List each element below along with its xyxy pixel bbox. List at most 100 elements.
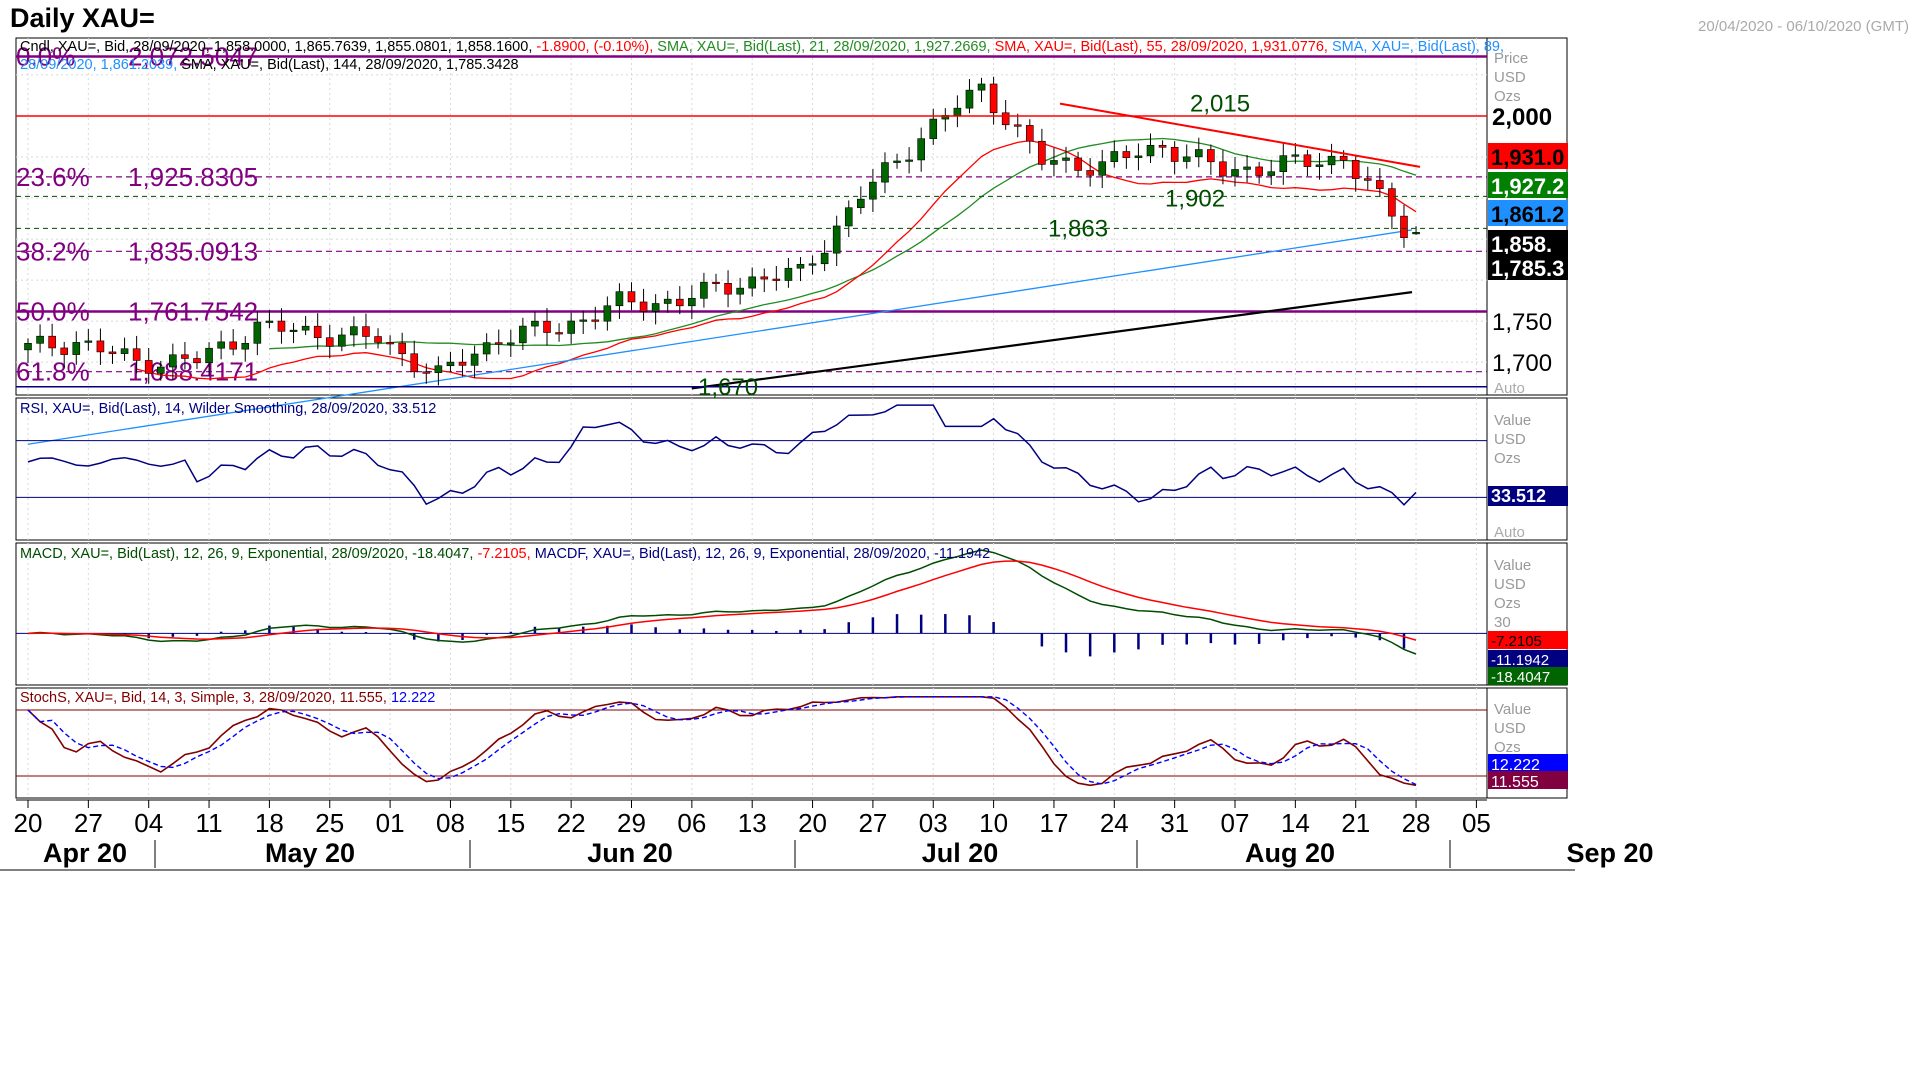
candle-body bbox=[1327, 155, 1336, 166]
legend-segment: 12.222 bbox=[391, 690, 435, 706]
candle-body bbox=[712, 281, 720, 284]
rsi-auto-label: Auto bbox=[1494, 524, 1525, 541]
candle-body bbox=[1339, 155, 1348, 161]
panel-frame bbox=[15, 397, 1568, 541]
legend-line: MACD, XAU=, Bid(Last), 12, 26, 9, Expone… bbox=[20, 546, 990, 562]
candle-body bbox=[1098, 161, 1107, 176]
candle-body bbox=[736, 287, 744, 295]
candle-body bbox=[627, 291, 636, 303]
fib-pct-label: 23.6% bbox=[16, 162, 90, 192]
sma144-line bbox=[691, 291, 1413, 390]
fib-price-label: 1,835.0913 bbox=[128, 236, 258, 266]
stoch-axis-header: Ozs bbox=[1494, 739, 1521, 756]
candle-body bbox=[1013, 124, 1022, 127]
rsi-badge bbox=[1488, 486, 1568, 506]
candle-body bbox=[844, 207, 853, 227]
x-tick-label: 25 bbox=[315, 808, 344, 838]
price-tick-label: 1,700 bbox=[1492, 350, 1552, 377]
candle-body bbox=[1110, 151, 1119, 162]
x-tick-label: 05 bbox=[1462, 808, 1491, 838]
candle-body bbox=[156, 366, 165, 374]
candle-body bbox=[277, 320, 286, 332]
candle-body bbox=[217, 341, 225, 349]
sma89-line bbox=[27, 229, 1413, 445]
price-badge-text: 1,931.0 bbox=[1491, 145, 1564, 170]
rsi-axis-header: Value bbox=[1494, 412, 1531, 429]
candle-body bbox=[338, 334, 346, 347]
candle-body bbox=[1001, 112, 1010, 126]
candle-body bbox=[205, 347, 213, 364]
stoch-badge-text: 11.555 bbox=[1491, 774, 1539, 791]
legend-segment: SMA, XAU=, Bid(Last), 144, 28/09/2020, 1… bbox=[181, 57, 518, 73]
rsi-axis-header: Ozs bbox=[1494, 450, 1521, 467]
candle-body bbox=[241, 343, 250, 350]
candle-body bbox=[494, 342, 503, 345]
candle-body bbox=[96, 340, 105, 353]
x-tick-label: 27 bbox=[74, 808, 103, 838]
candle-body bbox=[989, 83, 998, 114]
legend-segment: Cndl, XAU=, Bid, 28/09/2020, 1,858.0000,… bbox=[20, 39, 536, 55]
legend-line: Cndl, XAU=, Bid, 28/09/2020, 1,858.0000,… bbox=[20, 39, 1504, 55]
price-badge bbox=[1488, 230, 1568, 256]
candle-body bbox=[1363, 178, 1372, 181]
candle-body bbox=[1074, 157, 1082, 171]
x-tick-label: 31 bbox=[1160, 808, 1189, 838]
label-2015: 2,015 bbox=[1190, 91, 1250, 118]
x-tick-label: 15 bbox=[496, 808, 525, 838]
candle-body bbox=[1351, 160, 1360, 179]
price-axis-header: Ozs bbox=[1494, 88, 1521, 105]
candle-body bbox=[893, 160, 901, 163]
legend-segment: 28/09/2020, 1,861.2039, bbox=[20, 57, 181, 73]
x-tick-label: 29 bbox=[617, 808, 646, 838]
candle-body bbox=[48, 335, 56, 349]
candle-body bbox=[591, 319, 600, 322]
month-label: Jun 20 bbox=[587, 838, 673, 868]
candle-body bbox=[1182, 156, 1191, 162]
macd-axis-header: Value bbox=[1494, 557, 1531, 574]
price-badge bbox=[1488, 200, 1568, 226]
candle-body bbox=[1086, 170, 1094, 176]
legend-segment: SMA, XAU=, Bid(Last), 21, 28/09/2020, 1,… bbox=[657, 39, 994, 55]
candle-body bbox=[531, 320, 539, 327]
candle-body bbox=[36, 335, 44, 344]
candle-body bbox=[820, 252, 829, 265]
candle-body bbox=[651, 303, 660, 312]
candle-body bbox=[1279, 155, 1288, 172]
x-tick-label: 24 bbox=[1100, 808, 1129, 838]
candle-body bbox=[519, 325, 527, 344]
fib-price-label: 1,925.8305 bbox=[128, 162, 258, 192]
x-tick-label: 28 bbox=[1402, 808, 1431, 838]
candle-body bbox=[458, 361, 467, 366]
candle-body bbox=[350, 326, 358, 336]
candle-body bbox=[289, 329, 298, 332]
price-tick-label: 1,750 bbox=[1492, 309, 1552, 336]
candle-body bbox=[857, 198, 865, 209]
x-tick-label: 20 bbox=[798, 808, 827, 838]
candle-body bbox=[1231, 169, 1239, 177]
stoch-badge-text: 12.222 bbox=[1491, 757, 1540, 774]
label-1863: 1,863 bbox=[1048, 215, 1108, 242]
candle-body bbox=[313, 325, 322, 338]
x-tick-label: 06 bbox=[677, 808, 706, 838]
candle-body bbox=[1412, 232, 1420, 235]
macd-badge bbox=[1488, 650, 1568, 668]
candle-body bbox=[615, 291, 624, 307]
stoch-badge bbox=[1488, 754, 1568, 772]
candle-body bbox=[470, 353, 479, 366]
price-tick-label: 2,000 bbox=[1492, 104, 1552, 131]
macd-line bbox=[27, 549, 1417, 655]
legend-segment: StochS, XAU=, Bid, 14, 3, Simple, 3, 28/… bbox=[20, 690, 391, 706]
rsi-badge-text: 33.512 bbox=[1491, 486, 1546, 506]
candle-body bbox=[181, 354, 189, 359]
candle-body bbox=[144, 360, 153, 374]
panel-frame bbox=[15, 542, 1568, 686]
chart-title: Daily XAU= bbox=[10, 3, 155, 33]
price-badge-text: 1,785.3 bbox=[1491, 256, 1564, 281]
candle-body bbox=[253, 321, 262, 344]
macd-badge-text: -7.2105 bbox=[1491, 633, 1542, 650]
fib-pct-label: 61.8% bbox=[16, 357, 90, 387]
candle-body bbox=[1122, 151, 1131, 158]
legend-line: StochS, XAU=, Bid, 14, 3, Simple, 3, 28/… bbox=[20, 690, 435, 706]
candle-body bbox=[688, 298, 696, 307]
